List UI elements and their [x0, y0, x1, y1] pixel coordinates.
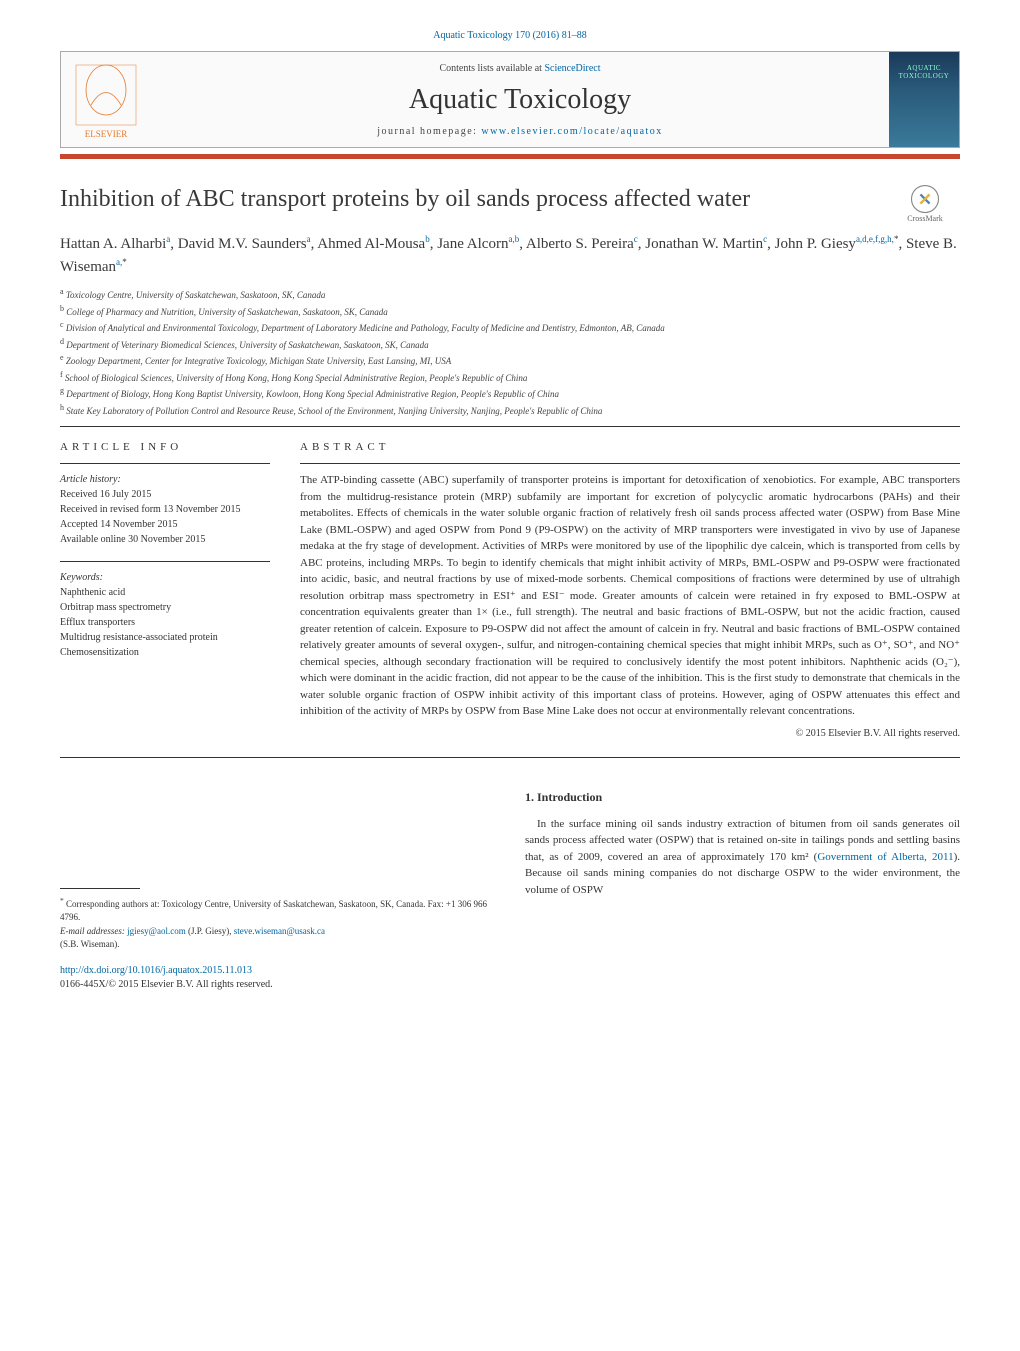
crossmark-label: CrossMark	[907, 214, 943, 223]
history-online: Available online 30 November 2015	[60, 534, 205, 545]
cover-text-1: AQUATIC	[907, 64, 941, 72]
abstract-text: The ATP-binding cassette (ABC) superfami…	[300, 472, 960, 720]
keywords-label: Keywords:	[60, 572, 103, 583]
corresponding-author-footnote: * Corresponding authors at: Toxicology C…	[60, 895, 495, 952]
introduction-text: In the surface mining oil sands industry…	[525, 816, 960, 899]
reference-link-gov-alberta[interactable]: Government of Alberta, 2011	[817, 851, 953, 863]
abstract-copyright: © 2015 Elsevier B.V. All rights reserved…	[300, 728, 960, 739]
journal-homepage-link[interactable]: www.elsevier.com/locate/aquatox	[481, 126, 662, 137]
history-label: Article history:	[60, 474, 121, 485]
article-title: Inhibition of ABC transport proteins by …	[60, 184, 870, 215]
authors: Hattan A. Alharbia, David M.V. Saundersa…	[60, 233, 960, 278]
doi-link[interactable]: http://dx.doi.org/10.1016/j.aquatox.2015…	[60, 965, 252, 976]
elsevier-logo: ELSEVIER	[61, 52, 151, 147]
footnote-divider	[60, 888, 140, 889]
article-info-column: ARTICLE INFO Article history: Received 1…	[60, 441, 270, 739]
header-citation: Aquatic Toxicology 170 (2016) 81–88	[60, 30, 960, 41]
journal-header: ELSEVIER Contents lists available at Sci…	[60, 51, 960, 148]
header-center: Contents lists available at ScienceDirec…	[151, 55, 889, 145]
history-revised: Received in revised form 13 November 201…	[60, 504, 241, 515]
email-link-wiseman[interactable]: steve.wiseman@usask.ca	[234, 926, 325, 936]
contents-list: Contents lists available at ScienceDirec…	[151, 63, 889, 74]
abstract-label: ABSTRACT	[300, 441, 960, 453]
issn-copyright: 0166-445X/© 2015 Elsevier B.V. All right…	[60, 979, 273, 990]
cover-text-2: TOXICOLOGY	[899, 72, 950, 80]
article-info-label: ARTICLE INFO	[60, 441, 270, 453]
divider	[60, 757, 960, 758]
email-link-giesy[interactable]: jgiesy@aol.com	[127, 926, 186, 936]
abstract-column: ABSTRACT The ATP-binding cassette (ABC) …	[300, 441, 960, 739]
divider	[60, 426, 960, 427]
keyword: Multidrug resistance-associated protein	[60, 632, 218, 643]
red-separator-bar	[60, 154, 960, 159]
cover-thumbnail: AQUATIC TOXICOLOGY	[889, 52, 959, 147]
keyword: Orbitrap mass spectrometry	[60, 602, 171, 613]
affiliations: a Toxicology Centre, University of Saska…	[60, 286, 960, 418]
journal-homepage: journal homepage: www.elsevier.com/locat…	[151, 126, 889, 137]
keyword: Efflux transporters	[60, 617, 135, 628]
introduction-heading: 1. Introduction	[525, 788, 960, 806]
left-body-column: * Corresponding authors at: Toxicology C…	[60, 788, 495, 992]
doi-block: http://dx.doi.org/10.1016/j.aquatox.2015…	[60, 964, 495, 992]
keyword: Chemosensitization	[60, 647, 139, 658]
journal-title: Aquatic Toxicology	[151, 84, 889, 116]
crossmark-badge[interactable]: CrossMark	[890, 184, 960, 223]
history-accepted: Accepted 14 November 2015	[60, 519, 177, 530]
history-received: Received 16 July 2015	[60, 489, 151, 500]
keyword: Naphthenic acid	[60, 587, 125, 598]
sciencedirect-link[interactable]: ScienceDirect	[544, 63, 600, 74]
svg-text:ELSEVIER: ELSEVIER	[85, 129, 128, 139]
right-body-column: 1. Introduction In the surface mining oi…	[525, 788, 960, 992]
